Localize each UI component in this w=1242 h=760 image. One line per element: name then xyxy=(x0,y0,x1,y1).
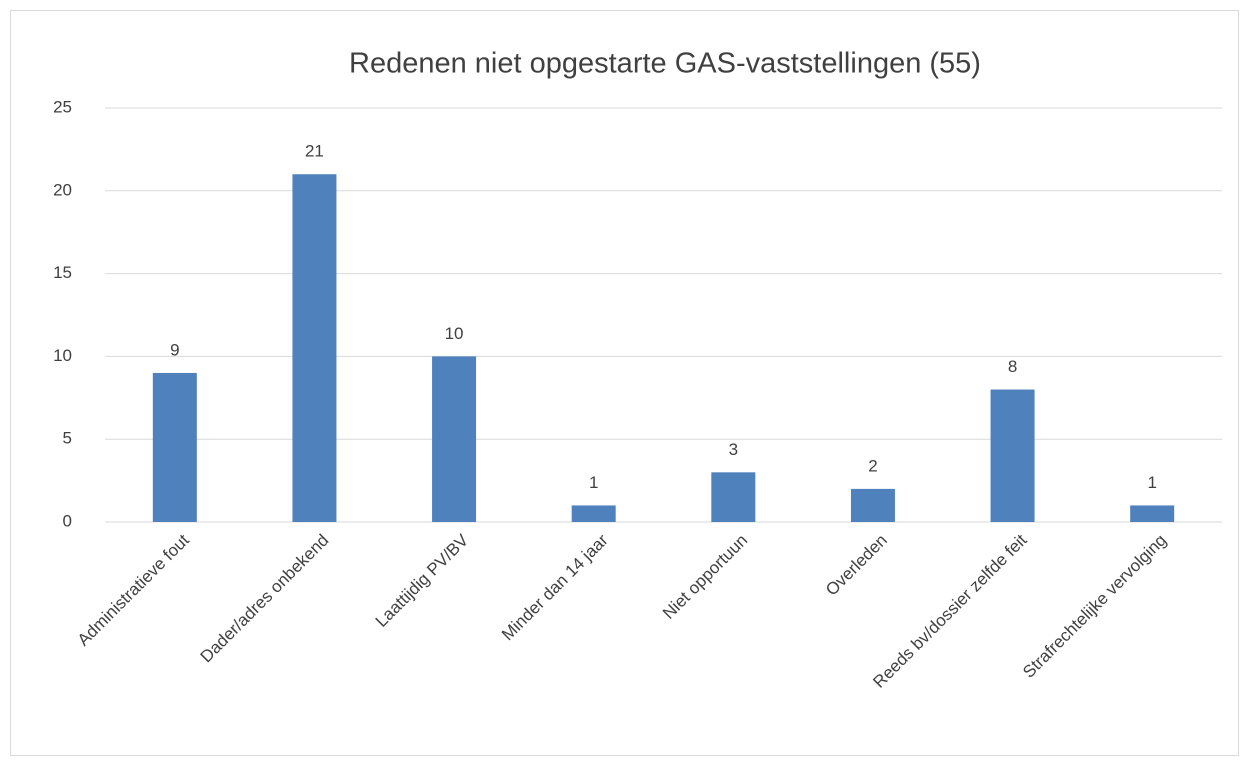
data-label: 21 xyxy=(305,142,324,161)
data-label: 8 xyxy=(1008,357,1017,376)
bar xyxy=(1130,505,1175,522)
y-tick-label: 25 xyxy=(53,97,72,116)
data-label: 3 xyxy=(729,440,738,459)
bar xyxy=(850,488,895,522)
bar xyxy=(432,356,477,522)
data-label: 1 xyxy=(1147,473,1156,492)
y-tick-label: 5 xyxy=(63,429,72,448)
data-label: 10 xyxy=(445,324,464,343)
y-tick-label: 15 xyxy=(53,263,72,282)
bar xyxy=(711,472,756,522)
y-tick-label: 10 xyxy=(53,346,72,365)
bar xyxy=(152,372,197,522)
bar xyxy=(292,174,337,523)
bar xyxy=(571,505,616,522)
y-tick-label: 20 xyxy=(53,180,72,199)
chart-title: Redenen niet opgestarte GAS-vaststelling… xyxy=(349,48,981,80)
y-tick-label: 0 xyxy=(63,511,72,530)
data-label: 1 xyxy=(589,473,598,492)
bar xyxy=(990,389,1035,522)
chart-border xyxy=(10,10,1239,756)
data-label: 9 xyxy=(170,340,179,359)
data-label: 2 xyxy=(868,456,877,475)
